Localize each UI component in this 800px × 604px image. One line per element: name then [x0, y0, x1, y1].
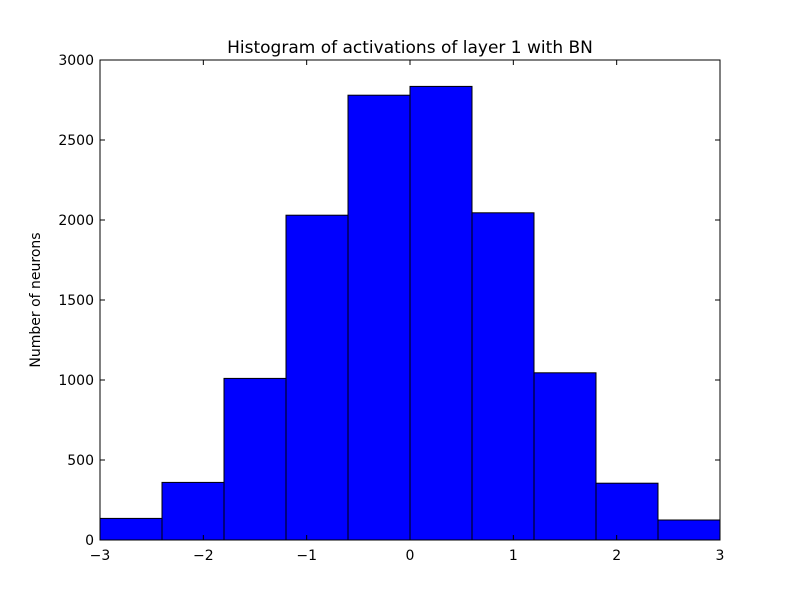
- y-tick-label: 0: [85, 533, 94, 549]
- ticks-group: −3 −2 −1 0 1 2 3 0 500 1000 1500 2000 2500 3000: [58, 53, 724, 564]
- histogram-bar: [409, 85, 473, 541]
- histogram-bar: [223, 377, 287, 541]
- x-tick-label: −3: [90, 548, 111, 564]
- histogram-bar: [99, 517, 163, 541]
- chart-title: Histogram of activations of layer 1 with…: [227, 38, 593, 58]
- plot-frame: [99, 59, 721, 541]
- histogram-bar: [347, 94, 411, 541]
- y-tick-label: 2500: [58, 133, 94, 149]
- histogram-bar: [533, 372, 597, 541]
- histogram-bar: [595, 482, 659, 541]
- y-tick-label: 3000: [58, 53, 94, 69]
- y-tick-label: 2000: [58, 213, 94, 229]
- y-tick-label: 500: [67, 453, 94, 469]
- x-tick-label: −1: [296, 548, 317, 564]
- x-tick-label: 0: [406, 548, 415, 564]
- x-tick-label: 2: [612, 548, 621, 564]
- x-tick-label: 3: [716, 548, 725, 564]
- y-tick-label: 1000: [58, 373, 94, 389]
- x-tick-label: 1: [509, 548, 518, 564]
- bars-group: [99, 85, 721, 541]
- histogram-bar: [285, 214, 349, 541]
- y-tick-label: 1500: [58, 293, 94, 309]
- histogram-bar: [161, 481, 225, 541]
- y-axis-label: Number of neurons: [28, 232, 44, 367]
- x-tick-label: −2: [193, 548, 214, 564]
- histogram-bar: [657, 519, 721, 541]
- histogram-bar: [471, 212, 535, 541]
